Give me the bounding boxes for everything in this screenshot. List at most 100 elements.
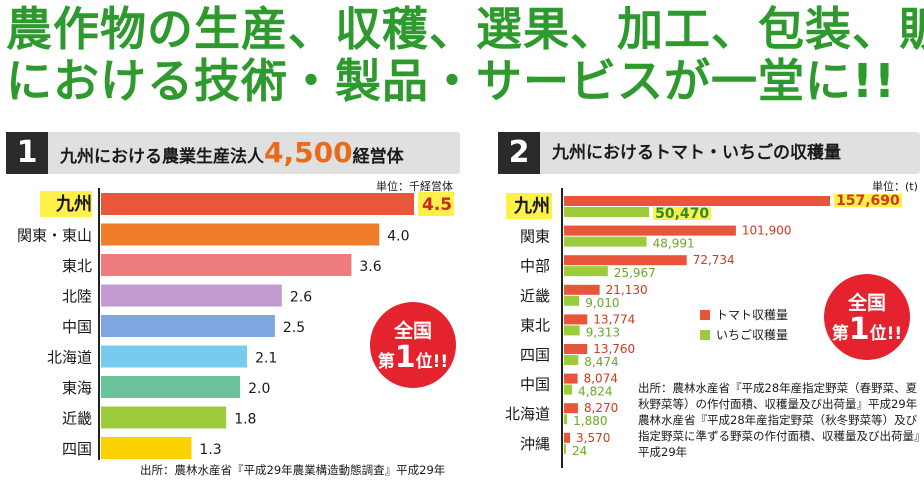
chart2-rank-badge: 全国 第1位!! bbox=[824, 274, 910, 360]
chart2-bar-tomato bbox=[564, 373, 578, 384]
chart1-source: 出所：農林水産省『平成29年農業構造動態調査』平成29年 bbox=[140, 463, 446, 477]
chart2-bar-tomato bbox=[564, 432, 571, 443]
chart1-badge-pre: 第 bbox=[377, 352, 395, 372]
chart2-value-label-strawberry: 4,824 bbox=[578, 385, 612, 399]
legend-strawberry-label: いちご収穫量 bbox=[716, 328, 789, 342]
legend-strawberry-swatch bbox=[700, 330, 710, 340]
chart2-bar-strawberry bbox=[564, 295, 580, 306]
chart2-category-highlight bbox=[506, 193, 552, 219]
chart2-category-label: 北海道 bbox=[505, 405, 550, 423]
chart2-bar-strawberry bbox=[564, 325, 580, 336]
chart2-bar-tomato bbox=[564, 403, 578, 414]
chart2-category-label: 中部 bbox=[520, 257, 550, 275]
chart1-badge-big: 1 bbox=[394, 340, 416, 375]
chart2-value-label-tomato: 3,570 bbox=[576, 431, 610, 445]
chart2-badge-post: 位!! bbox=[869, 324, 903, 344]
chart1-category-label: 東北 bbox=[62, 257, 92, 275]
chart2-strawberry-value-highlight bbox=[653, 207, 712, 220]
chart2-value-label-strawberry: 24 bbox=[572, 444, 587, 458]
chart1-value-label: 2.5 bbox=[283, 320, 305, 336]
chart2-value-label-strawberry: 50,470 bbox=[655, 206, 709, 222]
chart2-value-label-strawberry: 9,313 bbox=[586, 325, 620, 339]
chart2-category-label: 沖縄 bbox=[520, 435, 550, 453]
chart1-category-label: 北陸 bbox=[62, 288, 92, 306]
chart1-value-label: 1.3 bbox=[199, 442, 221, 458]
chart2-value-label-strawberry: 9,010 bbox=[585, 296, 619, 310]
chart2-category-label: 中国 bbox=[520, 376, 550, 394]
chart2-category-label: 東北 bbox=[520, 316, 550, 334]
chart2-value-label-tomato: 101,900 bbox=[742, 224, 792, 238]
chart1-bar bbox=[101, 315, 275, 337]
chart2-title: 九州におけるトマト・いちごの収穫量 bbox=[552, 143, 841, 163]
chart1-value-label: 3.6 bbox=[359, 259, 381, 275]
chart1-value-highlight bbox=[418, 192, 454, 216]
chart2-value-label-tomato: 13,774 bbox=[593, 312, 635, 326]
chart2-category-label: 四国 bbox=[520, 346, 550, 364]
chart1-title: 九州における農業生産法人4,500経営体 bbox=[60, 132, 404, 174]
chart2-bar-tomato bbox=[564, 284, 600, 295]
chart1-value-label: 4.5 bbox=[422, 195, 452, 215]
chart1-number: 1 bbox=[6, 132, 48, 174]
chart1-rank-badge: 全国 第1位!! bbox=[370, 302, 456, 388]
chart2-unit: 単位：(t) bbox=[872, 180, 918, 193]
chart2-bar-tomato bbox=[564, 225, 736, 236]
chart1-category-label: 北海道 bbox=[47, 349, 92, 367]
chart1-bar bbox=[101, 376, 241, 398]
chart2-category-label: 近畿 bbox=[520, 287, 550, 305]
chart2-bar-strawberry bbox=[564, 414, 568, 425]
chart2-badge-line1: 全国 bbox=[847, 292, 886, 314]
chart1-header: 1 九州における農業生産法人4,500経営体 bbox=[6, 132, 460, 174]
chart2-tomato-value-highlight bbox=[834, 194, 902, 207]
chart2-value-label-tomato: 8,270 bbox=[584, 401, 618, 415]
chart1-value-label: 2.1 bbox=[255, 351, 277, 367]
chart1-bar bbox=[101, 223, 380, 246]
chart1-category-label: 関東・東山 bbox=[17, 227, 92, 245]
chart2-bar-tomato bbox=[564, 344, 588, 354]
chart2-value-label-tomato: 157,690 bbox=[836, 193, 900, 209]
chart2-source-note: 出所：農林水産省『平成28年産指定野菜（春野菜、夏秋野菜等）の作付面積、収穫量及… bbox=[638, 381, 924, 459]
chart2-badge-big: 1 bbox=[848, 312, 870, 347]
chart1-bar bbox=[101, 284, 282, 307]
chart2-header: 2 九州におけるトマト・いちごの収穫量 bbox=[498, 132, 920, 174]
chart1-category-label: 東海 bbox=[62, 379, 92, 397]
chart2-value-label-strawberry: 8,474 bbox=[584, 355, 618, 369]
legend-tomato: トマト収穫量 bbox=[700, 306, 788, 323]
chart2-bar-strawberry bbox=[564, 355, 579, 365]
chart1-category-label: 近畿 bbox=[62, 410, 92, 428]
headline-line-2: における技術・製品・サービスが一堂に!! bbox=[6, 54, 896, 108]
legend-tomato-swatch bbox=[700, 310, 710, 320]
chart1-title-big: 4,500 bbox=[264, 136, 353, 169]
chart1-badge-line1: 全国 bbox=[393, 320, 432, 342]
chart2-value-label-strawberry: 25,967 bbox=[614, 266, 656, 280]
chart2-category-label: 関東 bbox=[520, 228, 550, 246]
chart1-value-label: 2.0 bbox=[248, 381, 270, 397]
legend-strawberry: いちご収穫量 bbox=[700, 326, 788, 343]
chart2-bar-strawberry bbox=[564, 266, 608, 277]
chart2-bar-strawberry bbox=[564, 384, 573, 395]
legend-tomato-label: トマト収穫量 bbox=[716, 308, 789, 322]
chart2-value-label-strawberry: 48,991 bbox=[653, 237, 695, 251]
chart2-badge-pre: 第 bbox=[831, 324, 849, 344]
chart1-unit: 単位：千経営体 bbox=[376, 180, 453, 193]
chart1-category-label: 九州 bbox=[55, 194, 92, 215]
chart2-bar-tomato bbox=[564, 314, 588, 325]
chart1-category-label: 四国 bbox=[62, 440, 92, 458]
chart1-badge-post: 位!! bbox=[415, 352, 449, 372]
chart2-value-label-tomato: 21,130 bbox=[606, 283, 648, 297]
chart1-title-post: 経営体 bbox=[352, 147, 404, 167]
chart1-title-pre: 九州における農業生産法人 bbox=[60, 147, 264, 167]
chart2-value-label-tomato: 72,734 bbox=[693, 253, 735, 267]
chart2-value-label-tomato: 8,074 bbox=[584, 372, 618, 386]
chart1-bar bbox=[101, 345, 248, 368]
chart2-value-label-tomato: 13,760 bbox=[593, 342, 635, 356]
chart2-value-label-strawberry: 1,880 bbox=[573, 414, 607, 428]
chart2-bar-tomato bbox=[564, 255, 687, 266]
chart2-bar-strawberry bbox=[564, 443, 566, 454]
chart1-value-label: 4.0 bbox=[387, 229, 409, 245]
chart1-bar bbox=[101, 254, 352, 276]
chart2-bar-strawberry bbox=[564, 236, 647, 247]
chart2-bar-strawberry bbox=[564, 207, 650, 217]
headline-line-1: 農作物の生産、収穫、選果、加工、包装、販売 bbox=[6, 2, 924, 56]
chart1-bar bbox=[101, 406, 227, 429]
